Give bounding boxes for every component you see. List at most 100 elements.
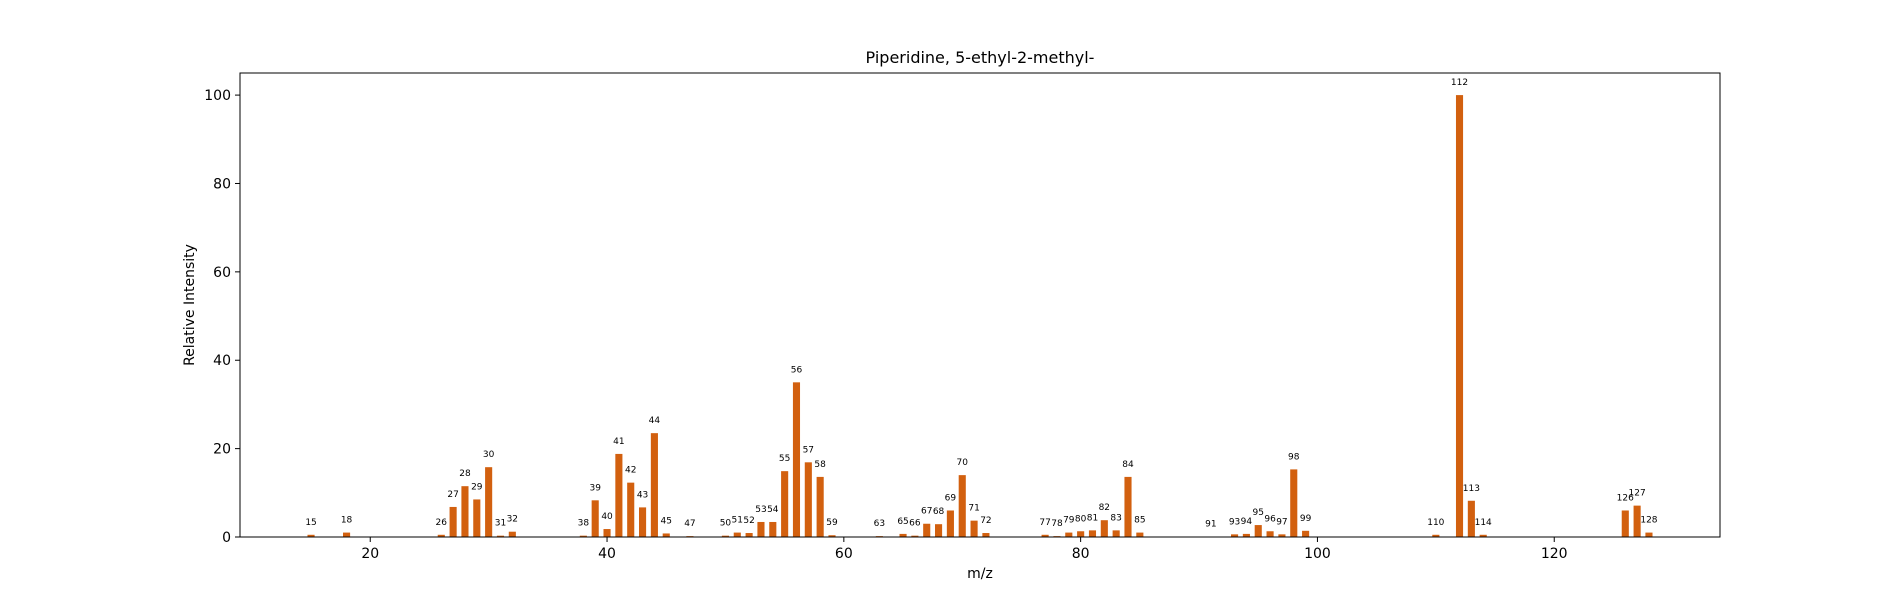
peak-label: 31 <box>495 519 506 529</box>
peak-label: 112 <box>1451 78 1468 88</box>
peak-bar <box>579 535 587 537</box>
y-tick-label: 100 <box>204 88 231 104</box>
peak-label: 113 <box>1463 484 1480 494</box>
peak-bar <box>1290 469 1298 537</box>
peak-label: 110 <box>1427 518 1444 528</box>
peak-bar <box>828 535 836 537</box>
x-tick-label: 100 <box>1304 546 1331 562</box>
peak-label: 127 <box>1629 489 1646 499</box>
peak-bar <box>1065 532 1073 537</box>
y-axis: 0 20 40 60 80 100 <box>204 88 240 546</box>
peak-bar <box>591 500 599 537</box>
peak-bar <box>1455 95 1464 537</box>
peak-bar <box>1432 534 1440 537</box>
peak-label: 32 <box>507 515 518 525</box>
x-tick-label: 20 <box>361 546 379 562</box>
peak-bar <box>615 453 623 537</box>
peak-label: 96 <box>1264 514 1276 524</box>
peak-bar <box>473 499 481 537</box>
peak-bar <box>1041 534 1049 537</box>
peak-label: 41 <box>613 437 624 447</box>
peak-bar <box>733 532 741 537</box>
x-tick-label: 120 <box>1541 546 1568 562</box>
peak-bar <box>627 482 635 537</box>
peak-bar <box>1621 510 1629 537</box>
peak-bar <box>343 532 351 537</box>
bar-group <box>307 95 1653 537</box>
peak-label: 71 <box>968 504 979 514</box>
peak-label: 40 <box>601 512 613 522</box>
peak-label: 78 <box>1051 519 1063 529</box>
x-tick-label: 80 <box>1072 546 1090 562</box>
peak-bar <box>1112 530 1120 537</box>
peak-bar <box>449 506 457 537</box>
peak-label: 94 <box>1241 517 1253 527</box>
peak-label: 42 <box>625 466 636 476</box>
peak-bar <box>485 467 493 537</box>
peak-bar <box>757 521 765 537</box>
peak-label: 99 <box>1300 514 1312 524</box>
peak-label: 28 <box>459 469 471 479</box>
peak-label: 81 <box>1087 513 1098 523</box>
peak-label: 68 <box>933 507 945 517</box>
peak-label: 26 <box>436 518 448 528</box>
peak-bar <box>1633 505 1641 537</box>
peak-label: 44 <box>649 416 661 426</box>
peak-bar <box>1231 534 1239 537</box>
peak-bar <box>639 507 647 537</box>
peak-label: 80 <box>1075 514 1087 524</box>
peak-label: 95 <box>1253 508 1264 518</box>
y-tick-label: 80 <box>213 176 231 192</box>
x-tick-label: 60 <box>835 546 853 562</box>
peak-label: 39 <box>589 483 601 493</box>
peak-label: 58 <box>814 460 826 470</box>
peak-bar <box>911 535 919 537</box>
x-tick-label: 40 <box>598 546 616 562</box>
peak-bar <box>745 533 753 537</box>
peak-bar <box>603 529 611 537</box>
peak-bar <box>781 471 789 537</box>
peak-label: 53 <box>755 505 766 515</box>
peak-bar <box>1077 531 1085 537</box>
peak-label: 55 <box>779 454 790 464</box>
peak-bar <box>437 534 445 537</box>
peak-bar <box>1124 476 1132 537</box>
peak-bar <box>923 523 931 537</box>
peak-label: 98 <box>1288 452 1300 462</box>
peak-label: 57 <box>803 445 814 455</box>
peak-label: 69 <box>945 493 957 503</box>
peak-bar <box>662 533 670 537</box>
peak-label: 114 <box>1475 518 1492 528</box>
peak-label: 128 <box>1640 516 1657 526</box>
peak-label: 84 <box>1122 460 1134 470</box>
y-tick-label: 0 <box>222 530 231 546</box>
y-axis-title: Relative Intensity <box>182 244 198 366</box>
peak-bar <box>1088 530 1097 537</box>
peak-bar <box>958 475 966 537</box>
peak-label: 43 <box>637 490 648 500</box>
x-axis: 20 40 60 80 100 120 <box>361 537 1568 562</box>
peak-label: 29 <box>471 482 483 492</box>
peak-bar <box>946 510 954 537</box>
peak-bar <box>769 521 777 537</box>
peak-bar <box>982 533 990 537</box>
chart-title: Piperidine, 5-ethyl-2-methyl- <box>866 48 1095 67</box>
peak-bar <box>970 520 978 537</box>
peak-bar <box>1242 533 1250 537</box>
peak-bar <box>816 476 824 537</box>
peak-label: 70 <box>957 458 969 468</box>
peak-label: 77 <box>1039 518 1050 528</box>
peak-bar <box>792 382 801 537</box>
peak-label: 38 <box>578 519 590 529</box>
peak-bar <box>1254 525 1262 537</box>
y-tick-label: 20 <box>213 442 231 458</box>
peak-label: 72 <box>980 516 991 526</box>
peak-label: 59 <box>826 518 838 528</box>
peak-bar <box>1467 500 1475 537</box>
peak-bar <box>1278 534 1286 537</box>
peak-bar <box>307 534 315 537</box>
peak-bar <box>508 531 516 537</box>
peak-bar <box>1645 532 1653 537</box>
